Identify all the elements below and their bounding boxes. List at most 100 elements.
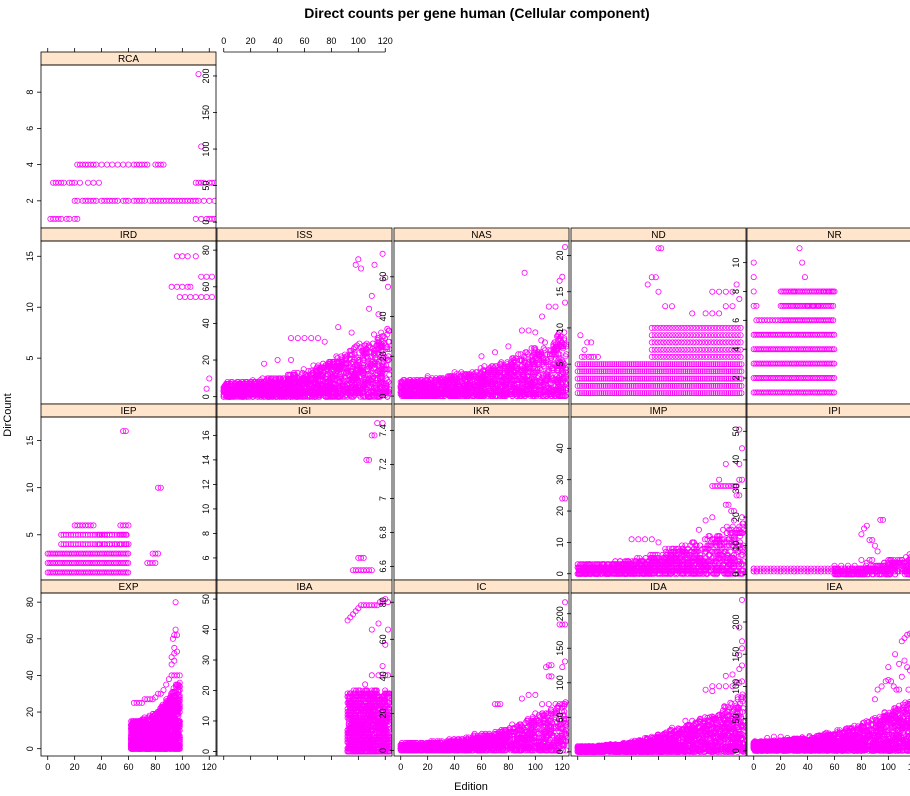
data-point — [620, 368, 627, 375]
data-point — [706, 382, 713, 389]
data-point — [379, 420, 386, 427]
data-point — [651, 332, 658, 339]
data-point — [695, 368, 702, 375]
y-tick-label: 6.6 — [378, 560, 388, 573]
data-point — [727, 361, 734, 368]
data-point — [581, 368, 588, 375]
data-point — [708, 375, 715, 382]
data-point — [125, 161, 132, 168]
data-point — [699, 361, 706, 368]
y-tick-label: 5 — [25, 356, 35, 361]
data-point — [379, 250, 386, 257]
data-point — [696, 339, 703, 346]
data-point — [632, 382, 639, 389]
data-point — [658, 375, 665, 382]
data-point — [528, 345, 535, 352]
data-point — [123, 550, 130, 557]
data-point — [577, 332, 584, 339]
data-point — [688, 390, 695, 397]
data-point — [791, 288, 798, 295]
data-point — [320, 360, 327, 367]
data-point — [413, 383, 420, 390]
data-point — [667, 382, 674, 389]
data-point — [630, 368, 637, 375]
data-point — [727, 368, 734, 375]
data-point — [645, 368, 652, 375]
data-point — [719, 332, 726, 339]
data-point — [531, 392, 538, 399]
data-point — [312, 378, 319, 385]
y-tick-label: 4 — [731, 347, 741, 352]
data-point — [607, 361, 614, 368]
data-point — [122, 541, 129, 548]
data-point — [598, 368, 605, 375]
data-point — [179, 283, 186, 290]
data-point — [719, 382, 726, 389]
strip-label: IRD — [120, 230, 137, 241]
data-point — [120, 531, 127, 538]
data-point — [289, 389, 296, 396]
data-point — [655, 245, 662, 252]
data-point — [527, 391, 534, 398]
data-point — [596, 368, 603, 375]
data-point — [402, 392, 409, 399]
data-point — [531, 375, 538, 382]
data-point — [85, 179, 92, 186]
points-igi — [349, 420, 386, 574]
data-point — [555, 375, 562, 382]
data-point — [305, 377, 312, 384]
data-point — [728, 346, 735, 353]
data-point — [524, 351, 531, 358]
data-point — [540, 381, 547, 388]
data-point — [317, 367, 324, 374]
panels-layer: RCA2468IRD51015ISS020406080NAS0204060ND5… — [25, 36, 910, 772]
data-point — [464, 392, 471, 399]
data-point — [630, 382, 637, 389]
data-point — [734, 353, 741, 360]
data-point — [663, 375, 670, 382]
y-tick-label: 14 — [201, 455, 211, 465]
y-tick-label: 10 — [25, 302, 35, 312]
data-point — [678, 390, 685, 397]
data-point — [663, 339, 670, 346]
data-point — [356, 356, 363, 363]
data-point — [594, 375, 601, 382]
data-point — [678, 353, 685, 360]
data-point — [708, 353, 715, 360]
data-point — [292, 384, 299, 391]
data-point — [560, 389, 567, 396]
data-point — [556, 277, 563, 284]
data-point — [687, 332, 694, 339]
data-point — [282, 377, 289, 384]
data-point — [708, 324, 715, 331]
data-point — [374, 360, 381, 367]
data-point — [90, 522, 97, 529]
data-point — [574, 368, 581, 375]
data-point — [374, 377, 381, 384]
data-point — [665, 375, 672, 382]
data-point — [602, 382, 609, 389]
data-point — [546, 351, 553, 358]
data-point — [693, 375, 700, 382]
data-point — [628, 368, 635, 375]
data-point — [702, 346, 709, 353]
data-point — [705, 346, 712, 353]
data-point — [611, 375, 618, 382]
data-point — [738, 390, 745, 397]
y-tick-label: 7.2 — [378, 458, 388, 471]
panel-frame — [393, 416, 570, 581]
data-point — [516, 392, 523, 399]
data-point — [654, 339, 661, 346]
data-point — [287, 356, 294, 363]
data-point — [710, 375, 717, 382]
data-point — [716, 382, 723, 389]
data-point — [360, 380, 367, 387]
data-point — [324, 378, 331, 385]
data-point — [722, 324, 729, 331]
data-point — [654, 375, 661, 382]
chart-title: Direct counts per gene human (Cellular c… — [304, 5, 649, 21]
data-point — [604, 361, 611, 368]
data-point — [831, 360, 838, 367]
data-point — [141, 161, 148, 168]
